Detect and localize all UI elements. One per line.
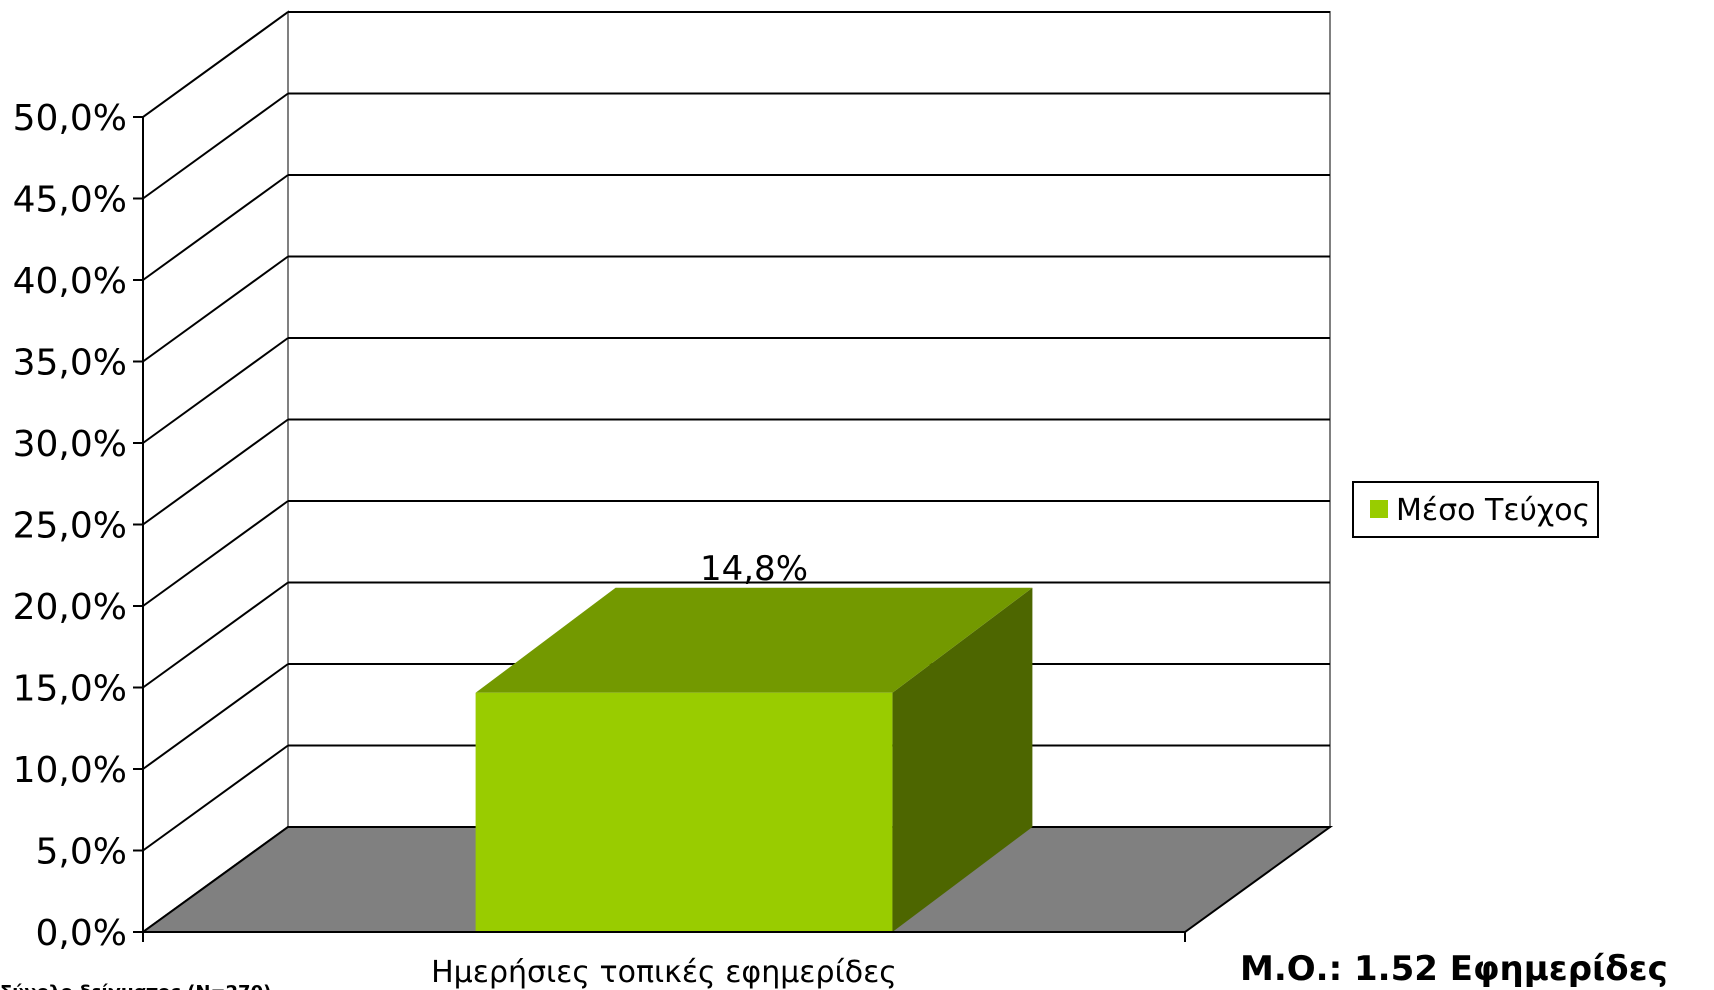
sample-footnote: Σύνολο δείγματος (Ν=270)	[0, 982, 271, 990]
y-tick-label: 50,0%	[13, 98, 127, 139]
gridlines	[142, 11, 1330, 933]
y-tick-label: 35,0%	[13, 343, 127, 384]
side-gridline	[142, 500, 289, 607]
side-gridline	[142, 581, 289, 689]
y-tick-label: 25,0%	[13, 506, 127, 547]
y-tick-label: 5,0%	[36, 832, 127, 873]
legend-box	[1352, 481, 1599, 538]
side-gridline	[142, 11, 289, 118]
legend: Μέσο Τεύχος	[1352, 481, 1599, 538]
x-axis: Ημερήσιες τοπικές εφημερίδες	[142, 931, 1186, 990]
bars: 14,8%	[475, 549, 1033, 932]
y-tick-label: 30,0%	[13, 424, 127, 465]
side-gridline	[142, 174, 289, 281]
y-tick-labels: 0,0% 5,0% 10,0% 15,0% 20,0% 25,0% 30,0% 35,0% 40…	[13, 98, 127, 954]
x-tick-label: Ημερήσιες τοπικές εφημερίδες	[431, 955, 897, 990]
y-tick-label: 15,0%	[13, 669, 127, 710]
y-tick-label: 10,0%	[13, 750, 127, 791]
y-tick-label: 40,0%	[13, 261, 127, 302]
side-gridline	[142, 663, 289, 770]
y-tick-label: 45,0%	[13, 180, 127, 221]
bar-side	[892, 587, 1033, 932]
legend-swatch	[1370, 500, 1388, 518]
bar-top	[475, 587, 1033, 693]
bar	[475, 692, 893, 932]
side-gridline	[142, 418, 289, 526]
y-tick-label: 20,0%	[13, 587, 127, 628]
side-gridline	[142, 92, 289, 200]
data-label: 14,8%	[700, 549, 808, 589]
mean-footnote: Μ.Ο.: 1.52 Εφημερίδες	[1240, 949, 1668, 989]
y-axis	[133, 116, 144, 933]
side-gridline	[142, 337, 289, 444]
legend-entry: Μέσο Τεύχος	[1396, 493, 1590, 528]
y-tick-label: 0,0%	[36, 913, 127, 954]
side-gridline	[142, 255, 289, 363]
side-gridline	[142, 744, 289, 852]
